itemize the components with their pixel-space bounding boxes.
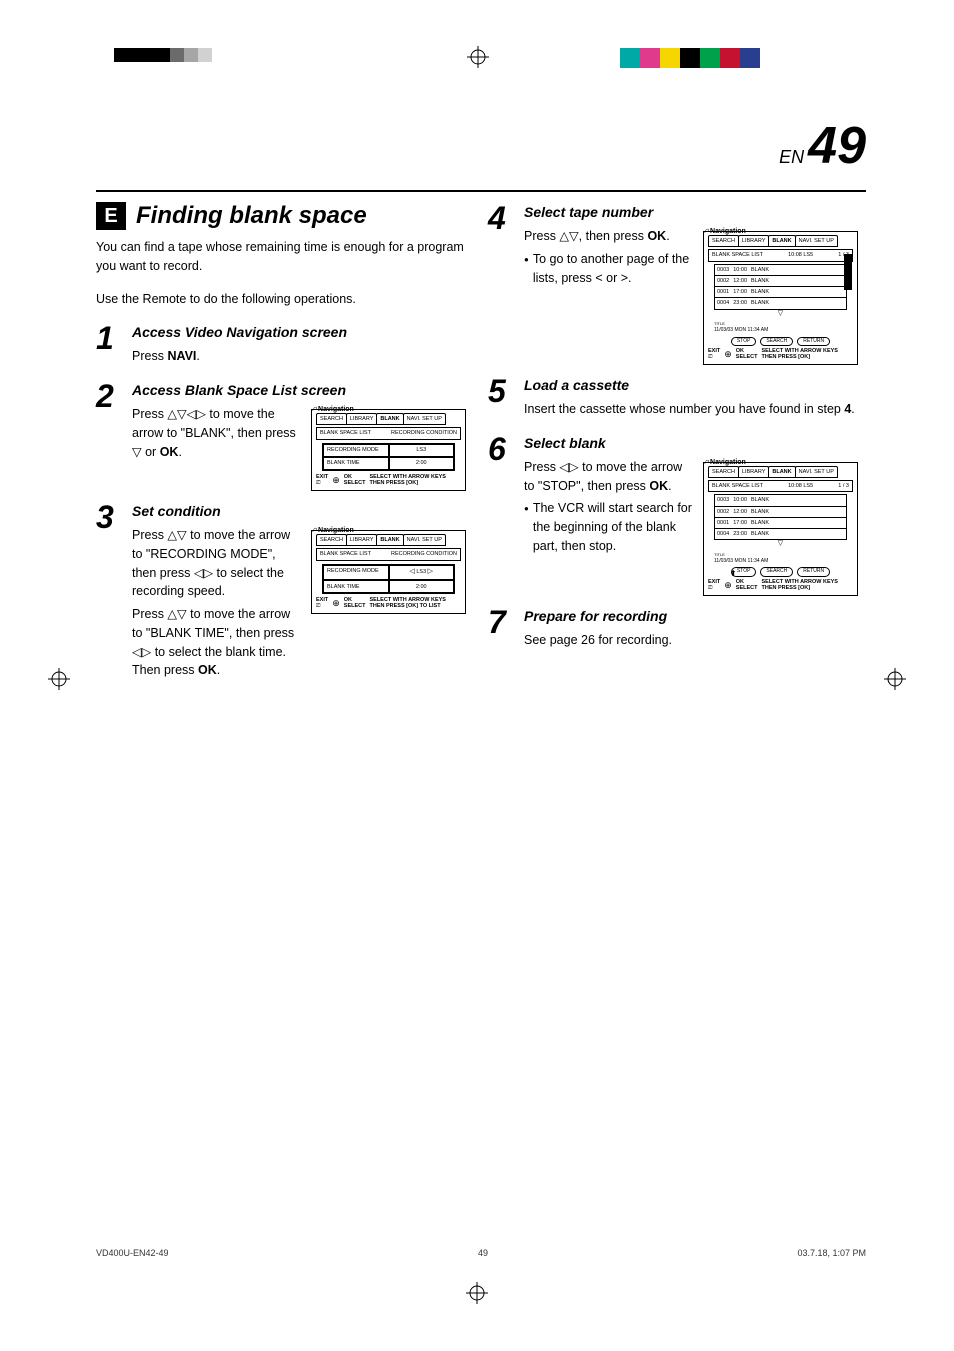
tab-setup: NAVI. SET UP: [795, 466, 838, 478]
navi-screen-a: ⌕Navigation SEARCH LIBRARY BLANK NAVI. S…: [311, 409, 466, 491]
intro-paragraph-1: You can find a tape whose remaining time…: [96, 238, 466, 276]
step-2: 2 Access Blank Space List screen Press △…: [96, 380, 466, 491]
step-bullet: To go to another page of the lists, pres…: [524, 250, 693, 288]
right-column: 4 Select tape number Press △▽, then pres…: [488, 202, 858, 694]
tab-setup: NAVI. SET UP: [403, 413, 446, 425]
page-en-label: EN: [779, 147, 804, 168]
tab-blank: BLANK: [768, 466, 795, 478]
step-text: Press △▽ to move the arrow to "BLANK TIM…: [132, 605, 301, 680]
intro-paragraph-2: Use the Remote to do the following opera…: [96, 290, 466, 309]
step-text: Press △▽◁▷ to move the arrow to "BLANK",…: [132, 405, 301, 461]
registration-mark-icon: [48, 668, 70, 690]
step-text: Press NAVI.: [132, 347, 466, 366]
tab-setup: NAVI. SET UP: [795, 235, 838, 247]
step-1: 1 Access Video Navigation screen Press N…: [96, 322, 466, 370]
print-marks: [0, 48, 954, 70]
tab-setup: NAVI. SET UP: [403, 534, 446, 546]
registration-mark-icon: [466, 1282, 488, 1304]
page-header: EN 49: [96, 120, 866, 172]
step-text: Press △▽, then press OK.: [524, 227, 693, 246]
step-heading: Access Video Navigation screen: [132, 322, 466, 343]
page-content: EN 49 E Finding blank space You can find…: [96, 120, 866, 694]
step-number: 3: [96, 501, 122, 684]
return-button: RETURN: [797, 567, 830, 577]
section-badge: E: [96, 202, 126, 230]
step-7: 7 Prepare for recording See page 26 for …: [488, 606, 858, 654]
step-heading: Access Blank Space List screen: [132, 380, 466, 401]
navi-screen-d: ⌕Navigation SEARCH LIBRARY BLANK NAVI. S…: [703, 462, 858, 596]
registration-mark-icon: [884, 668, 906, 690]
search-button: SEARCH: [760, 337, 793, 347]
left-column: E Finding blank space You can find a tap…: [96, 202, 466, 694]
step-number: 2: [96, 380, 122, 491]
footer-left: VD400U-EN42-49: [96, 1248, 169, 1258]
tab-blank: BLANK: [768, 235, 795, 247]
step-number: 7: [488, 606, 514, 654]
step-5: 5 Load a cassette Insert the cassette wh…: [488, 375, 858, 423]
blank-list: 000310:00BLANK000212:00BLANK000117:00BLA…: [714, 264, 847, 310]
header-rule: [96, 190, 866, 192]
registration-mark-icon: [467, 46, 489, 68]
navi-screen-c: ⌕Navigation SEARCH LIBRARY BLANK NAVI. S…: [703, 231, 858, 365]
stop-button: STOP⬆: [731, 567, 757, 577]
step-heading: Load a cassette: [524, 375, 858, 396]
step-3: 3 Set condition Press △▽ to move the arr…: [96, 501, 466, 684]
step-text: Insert the cassette whose number you hav…: [524, 400, 858, 419]
stop-button: STOP: [731, 337, 757, 347]
step-heading: Set condition: [132, 501, 466, 522]
step-4: 4 Select tape number Press △▽, then pres…: [488, 202, 858, 365]
blank-list-2: 000310:00BLANK000212:00BLANK000117:00BLA…: [714, 494, 847, 540]
tab-blank: BLANK: [376, 413, 403, 425]
step-heading: Select blank: [524, 433, 858, 454]
step-number: 5: [488, 375, 514, 423]
section-title: Finding blank space: [136, 202, 367, 230]
step-number: 1: [96, 322, 122, 370]
step-text: Press ◁▷ to move the arrow to "STOP", th…: [524, 458, 693, 496]
scroll-indicator: [844, 254, 852, 290]
step-heading: Prepare for recording: [524, 606, 858, 627]
footer-center: 49: [478, 1248, 488, 1258]
step-6: 6 Select blank Press ◁▷ to move the arro…: [488, 433, 858, 596]
footer-right: 03.7.18, 1:07 PM: [797, 1248, 866, 1258]
step-heading: Select tape number: [524, 202, 858, 223]
tab-blank: BLANK: [376, 534, 403, 546]
navi-screen-b: ⌕Navigation SEARCH LIBRARY BLANK NAVI. S…: [311, 530, 466, 614]
page-footer: VD400U-EN42-49 49 03.7.18, 1:07 PM: [96, 1248, 866, 1258]
return-button: RETURN: [797, 337, 830, 347]
color-blocks-right: [620, 48, 760, 68]
step-bullet: The VCR will start search for the beginn…: [524, 499, 693, 555]
color-blocks-left: [114, 48, 212, 62]
search-button: SEARCH: [760, 567, 793, 577]
step-number: 4: [488, 202, 514, 365]
status-bar: TITLE11/03/03 MON 11:34 AM: [714, 552, 847, 566]
step-text: Press △▽ to move the arrow to "RECORDING…: [132, 526, 301, 601]
step-text: See page 26 for recording.: [524, 631, 858, 650]
status-bar: TITLE11/03/03 MON 11:34 AM: [714, 321, 847, 335]
step-number: 6: [488, 433, 514, 596]
page-number: 49: [808, 120, 866, 172]
